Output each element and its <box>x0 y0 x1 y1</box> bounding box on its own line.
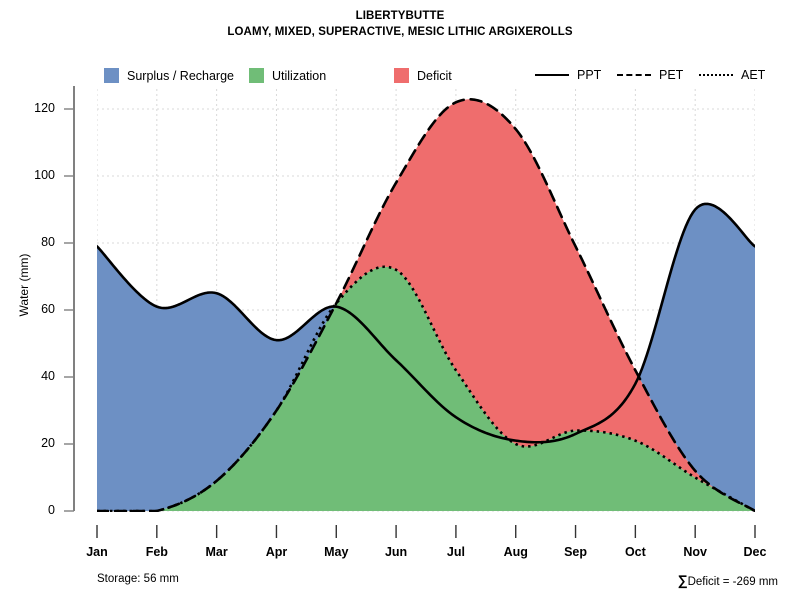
storage-annotation: Storage: 56 mm <box>97 573 179 585</box>
legend-item-ppt[interactable]: PPT <box>535 68 601 82</box>
y-tick-label: 80 <box>41 235 55 249</box>
x-tick-label-sep: Sep <box>564 545 587 559</box>
legend-item-aet[interactable]: AET <box>699 68 765 82</box>
page-title: LIBERTYBUTTE <box>355 10 445 22</box>
x-tick-label-may: May <box>324 545 349 559</box>
y-tick-label: 120 <box>34 101 55 115</box>
legend-item-deficit[interactable]: Deficit <box>394 68 452 83</box>
legend-label-utilization: Utilization <box>272 68 327 83</box>
dotted-line-icon <box>699 68 733 82</box>
deficit-annotation-text: Deficit = -269 mm <box>687 576 778 588</box>
legend-label-deficit: Deficit <box>417 68 452 83</box>
x-tick-label-apr: Apr <box>265 545 288 559</box>
solid-line-icon <box>535 68 569 82</box>
deficit-swatch-icon <box>394 68 409 83</box>
y-tick-label: 40 <box>41 369 55 383</box>
surplus-swatch-icon <box>104 68 119 83</box>
x-tick-label-mar: Mar <box>205 545 228 559</box>
x-tick-label-feb: Feb <box>145 545 168 559</box>
x-tick-label-nov: Nov <box>683 545 707 559</box>
chart-title-block: LIBERTYBUTTE LOAMY, MIXED, SUPERACTIVE, … <box>0 8 800 40</box>
x-tick-label-dec: Dec <box>743 545 767 559</box>
legend-item-pet[interactable]: PET <box>617 68 683 82</box>
y-tick-label: 60 <box>41 302 55 316</box>
deficit-annotation: ∑Deficit = -269 mm <box>678 572 778 588</box>
legend-item-utilization[interactable]: Utilization <box>249 68 326 83</box>
x-tick-label-jun: Jun <box>384 545 408 559</box>
dashed-line-icon <box>617 68 651 82</box>
legend-label-aet: AET <box>741 68 766 82</box>
legend-label-pet: PET <box>659 68 684 82</box>
x-tick-label-jan: Jan <box>86 545 108 559</box>
chart-legend: Surplus / Recharge Utilization Deficit P… <box>0 66 800 90</box>
y-tick-label: 0 <box>48 503 55 517</box>
x-tick-label-aug: Aug <box>503 545 528 559</box>
x-tick-label-oct: Oct <box>624 545 646 559</box>
utilization-swatch-icon <box>249 68 264 83</box>
page-subtitle: LOAMY, MIXED, SUPERACTIVE, MESIC LITHIC … <box>227 26 573 38</box>
legend-label-surplus: Surplus / Recharge <box>127 68 235 83</box>
y-tick-label: 20 <box>41 436 55 450</box>
y-tick-label: 100 <box>34 168 55 182</box>
legend-label-ppt: PPT <box>577 68 602 82</box>
x-tick-label-jul: Jul <box>446 545 465 559</box>
legend-item-surplus[interactable]: Surplus / Recharge <box>104 68 234 83</box>
sigma-icon: ∑ <box>677 572 688 588</box>
